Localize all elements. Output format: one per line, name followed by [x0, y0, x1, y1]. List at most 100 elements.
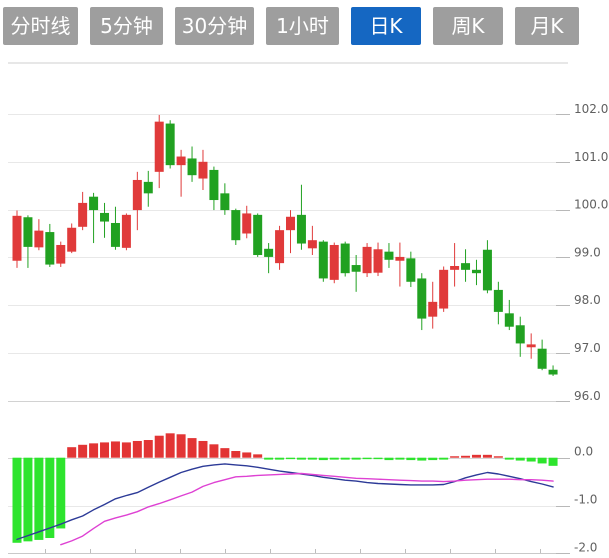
candle-body [395, 256, 405, 261]
macd-histogram-bar [406, 457, 416, 461]
macd-histogram-bar [296, 457, 306, 460]
candle-body [45, 232, 55, 265]
tab-30min[interactable]: 30分钟 [175, 7, 254, 45]
macd-histogram-bar [154, 435, 164, 458]
macd-histogram-bar [242, 452, 252, 458]
candle-body [318, 241, 328, 279]
tab-weekly-k[interactable]: 周K [433, 7, 503, 45]
macd-histogram-bar [187, 438, 197, 458]
candle-body [461, 263, 471, 270]
candle-body [537, 348, 547, 369]
price-axis-label: 98.0 [574, 293, 601, 307]
candle-body [132, 179, 142, 211]
macd-histogram-bar [548, 457, 558, 466]
candle-body [121, 214, 131, 248]
macd-histogram-bar [34, 457, 44, 540]
candle-body [307, 240, 317, 249]
macd-histogram-bar [78, 444, 88, 458]
tab-monthly-k[interactable]: 月K [515, 7, 579, 45]
candle-body [12, 215, 22, 261]
dea-line [60, 472, 554, 546]
macd-histogram-bar [493, 456, 503, 458]
candle-body [504, 313, 514, 327]
candle-body [384, 251, 394, 260]
macd-histogram-bar [89, 443, 99, 458]
candle-body [34, 230, 44, 248]
macd-axis-label: 0.0 [574, 445, 593, 459]
candle-body [286, 216, 295, 231]
macd-histogram-bar [253, 454, 263, 458]
candle-body [154, 121, 164, 172]
candle-body [526, 344, 536, 348]
macd-histogram-bar [439, 457, 449, 460]
candle-body [340, 243, 350, 274]
macd-histogram-bar [504, 457, 514, 460]
candle-body [89, 196, 99, 211]
candle-body [493, 289, 503, 312]
tab-time-line[interactable]: 分时线 [3, 7, 78, 45]
macd-histogram-bar [198, 440, 208, 458]
candle-body [362, 246, 372, 274]
price-axis-label: 96.0 [574, 389, 601, 403]
macd-histogram-bar [384, 457, 394, 461]
candle-body [110, 222, 120, 247]
interval-tabbar: 分时线 5分钟 30分钟 1小时 日K 周K 月K [3, 7, 579, 45]
candle-body [471, 269, 481, 274]
candle-body [242, 213, 252, 234]
macd-histogram-bar [176, 434, 186, 458]
candle-body [351, 265, 361, 272]
price-axis-label: 99.0 [574, 245, 601, 259]
macd-histogram-bar [307, 457, 317, 460]
macd-histogram-bar [12, 457, 22, 543]
macd-histogram-bar [100, 442, 110, 458]
candle-body [450, 266, 460, 270]
candle-body [373, 249, 383, 273]
macd-histogram-bar [220, 448, 230, 458]
candle-body [253, 214, 263, 256]
dif-line [16, 463, 554, 541]
candle-body [187, 158, 197, 176]
macd-histogram-bar [471, 454, 481, 458]
candle-body [23, 217, 33, 247]
macd-histogram-bar [515, 457, 525, 461]
macd-histogram-bar [417, 457, 427, 461]
macd-histogram-bar [329, 457, 339, 460]
candle-body [428, 301, 438, 317]
candle-body [220, 193, 230, 211]
candle-body [56, 244, 66, 264]
macd-histogram-bar [231, 451, 241, 458]
price-axis-label: 101.0 [574, 150, 608, 164]
candle-body [198, 161, 208, 179]
macd-histogram-bar [275, 457, 285, 460]
candle-body [165, 123, 175, 166]
candle-body [78, 202, 88, 227]
candle-body [417, 278, 427, 319]
tab-1hour[interactable]: 1小时 [266, 7, 339, 45]
macd-histogram-bar [132, 440, 142, 458]
candle-body [406, 258, 416, 282]
macd-histogram-bar [351, 457, 361, 460]
candle-body [143, 181, 153, 194]
candle-body [296, 214, 306, 244]
macd-histogram-bar [110, 441, 120, 458]
macd-histogram-bar [340, 457, 350, 460]
candle-body [67, 227, 77, 252]
price-axis-label: 102.0 [574, 102, 608, 116]
macd-histogram-bar [482, 454, 492, 458]
tab-5min[interactable]: 5分钟 [90, 7, 163, 45]
macd-histogram-bar [428, 457, 438, 461]
price-axis-label: 97.0 [574, 341, 601, 355]
macd-histogram-bar [318, 457, 328, 461]
candle-body [176, 156, 186, 166]
candle-body [482, 249, 492, 291]
macd-histogram-bar [537, 457, 547, 464]
macd-histogram-bar [143, 440, 153, 458]
macd-histogram-bar [286, 457, 295, 460]
candle-body [275, 230, 285, 264]
candle-body [548, 369, 558, 375]
macd-histogram-bar [362, 457, 372, 460]
macd-histogram-bar [67, 447, 77, 458]
tab-daily-k[interactable]: 日K [351, 7, 421, 45]
candle-body [329, 244, 339, 280]
